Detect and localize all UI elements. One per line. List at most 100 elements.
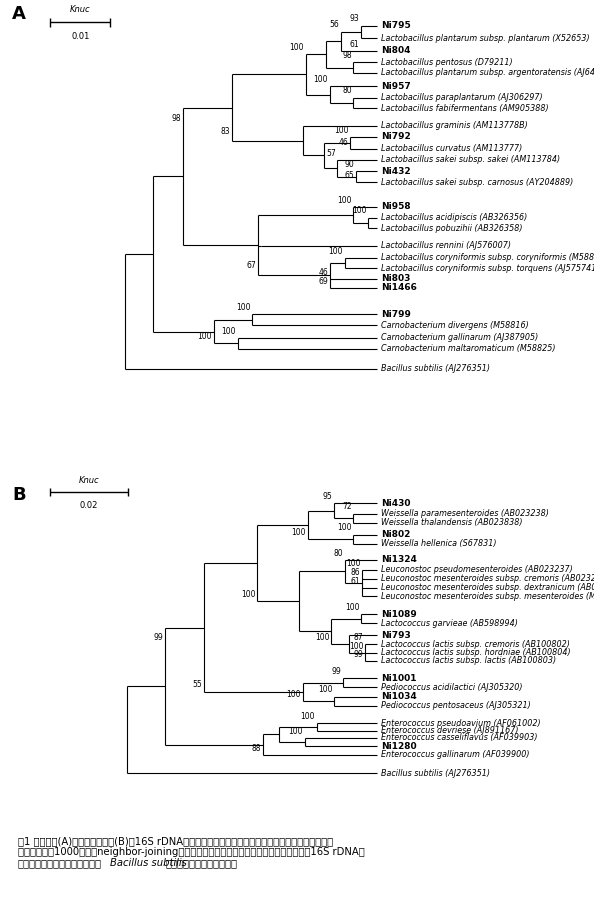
Text: 100: 100 (345, 603, 359, 613)
Text: Lactobacillus pobuzihii (AB326358): Lactobacillus pobuzihii (AB326358) (381, 224, 522, 233)
Text: Weissella hellenica (S67831): Weissella hellenica (S67831) (381, 539, 496, 548)
Text: Lactobacillus coryniformis subsp. torquens (AJ575741): Lactobacillus coryniformis subsp. torque… (381, 264, 594, 273)
Text: 99: 99 (332, 668, 342, 676)
Text: Ni802: Ni802 (381, 530, 410, 539)
Text: Leuconostoc pseudomesenteroides (AB023237): Leuconostoc pseudomesenteroides (AB02323… (381, 566, 573, 574)
Text: 86: 86 (351, 569, 361, 578)
Text: Lactobacillus coryniformis subsp. coryniformis (M58813): Lactobacillus coryniformis subsp. coryni… (381, 253, 594, 262)
Text: 88: 88 (252, 744, 261, 753)
Text: 80: 80 (333, 548, 343, 558)
Text: 100: 100 (349, 642, 364, 651)
Text: 80: 80 (342, 86, 352, 95)
Text: 55: 55 (192, 680, 202, 690)
Text: 100: 100 (236, 304, 251, 313)
Text: Lactobacillus rennini (AJ576007): Lactobacillus rennini (AJ576007) (381, 241, 511, 250)
Text: Lactobacillus acidipiscis (AB326356): Lactobacillus acidipiscis (AB326356) (381, 214, 527, 223)
Text: Ni958: Ni958 (381, 203, 410, 212)
Text: す）．数字は1000反復のneighbor-joining法によるブートストラップ値を示す．標準菌株の16S rDNA配: す）．数字は1000反復のneighbor-joining法によるブートストラッ… (18, 847, 365, 857)
Text: Carnobacterium gallinarum (AJ387905): Carnobacterium gallinarum (AJ387905) (381, 333, 538, 342)
Text: Enterococcus pseudoavium (AF061002): Enterococcus pseudoavium (AF061002) (381, 719, 541, 728)
Text: Ni1034: Ni1034 (381, 692, 416, 702)
Text: 100: 100 (289, 727, 303, 735)
Text: 図1 乳酸桿菌(A)および乳酸球菌(B)の16S rDNA配列より作成した系統樹（太字は代表的な供試菌株を示: 図1 乳酸桿菌(A)および乳酸球菌(B)の16S rDNA配列より作成した系統樹… (18, 836, 333, 846)
Text: Lactobacillus sakei subsp. carnosus (AY204889): Lactobacillus sakei subsp. carnosus (AY2… (381, 178, 573, 187)
Text: Ni1324: Ni1324 (381, 556, 416, 564)
Text: 100: 100 (328, 247, 343, 256)
Text: 61: 61 (350, 39, 359, 49)
Text: Lactobacillus graminis (AM113778B): Lactobacillus graminis (AM113778B) (381, 121, 527, 130)
Text: 100: 100 (292, 528, 306, 537)
Text: 100: 100 (334, 126, 349, 135)
Text: Ni804: Ni804 (381, 46, 410, 55)
Text: Enterococcus casseliflavus (AF039903): Enterococcus casseliflavus (AF039903) (381, 734, 537, 743)
Text: 57: 57 (326, 149, 336, 158)
Text: Ni792: Ni792 (381, 132, 410, 141)
Text: Ni795: Ni795 (381, 21, 410, 30)
Text: 56: 56 (330, 20, 339, 29)
Text: Enterococcus devriese (AJ891167): Enterococcus devriese (AJ891167) (381, 726, 518, 735)
Text: Weissella thalandensis (AB023838): Weissella thalandensis (AB023838) (381, 518, 522, 527)
Text: Ni799: Ni799 (381, 310, 410, 319)
Text: Lactococcus lactis subsp. cremoris (AB100802): Lactococcus lactis subsp. cremoris (AB10… (381, 640, 570, 649)
Text: 99: 99 (354, 650, 364, 659)
Text: 100: 100 (314, 74, 328, 83)
Text: 46: 46 (318, 268, 328, 277)
Text: Ni432: Ni432 (381, 167, 410, 176)
Text: Ni957: Ni957 (381, 82, 410, 91)
Text: Pediococcus acidilactici (AJ305320): Pediococcus acidilactici (AJ305320) (381, 683, 522, 692)
Text: Leuconostoc mesenteroides subsp. dextranicum (AB023244): Leuconostoc mesenteroides subsp. dextran… (381, 583, 594, 592)
Text: 100: 100 (290, 43, 304, 52)
Text: Lactobacillus pentosus (D79211): Lactobacillus pentosus (D79211) (381, 58, 513, 67)
Text: Ni793: Ni793 (381, 631, 410, 640)
Text: 87: 87 (354, 633, 364, 642)
Text: 100: 100 (198, 332, 212, 341)
Text: Bacillus subtilis: Bacillus subtilis (110, 858, 187, 868)
Text: Weissella paramesenteroides (AB023238): Weissella paramesenteroides (AB023238) (381, 509, 549, 518)
Text: Lactococcus lactis subsp. lactis (AB100803): Lactococcus lactis subsp. lactis (AB1008… (381, 657, 556, 666)
Text: A: A (12, 5, 26, 23)
Text: Ni1466: Ni1466 (381, 283, 416, 293)
Text: Ni1280: Ni1280 (381, 742, 416, 751)
Text: 72: 72 (342, 503, 352, 512)
Text: 100: 100 (318, 685, 333, 694)
Text: Ni430: Ni430 (381, 499, 410, 508)
Text: 98: 98 (342, 51, 352, 60)
Text: 99: 99 (154, 633, 163, 642)
Text: Lactobacillus plantarum subsp. plantarum (X52653): Lactobacillus plantarum subsp. plantarum… (381, 34, 589, 42)
Text: 69: 69 (318, 277, 328, 286)
Text: 95: 95 (323, 492, 332, 501)
Text: 100: 100 (346, 558, 361, 568)
Text: 100: 100 (222, 326, 236, 336)
Text: 90: 90 (345, 160, 355, 170)
Text: 83: 83 (220, 127, 230, 136)
Text: 0.01: 0.01 (71, 32, 89, 41)
Text: 67: 67 (247, 261, 257, 271)
Text: Lactobacillus paraplantarum (AJ306297): Lactobacillus paraplantarum (AJ306297) (381, 93, 542, 102)
Text: Pediococcus pentosaceus (AJ305321): Pediococcus pentosaceus (AJ305321) (381, 702, 530, 711)
Text: Lactobacillus sakei subsp. sakei (AM113784): Lactobacillus sakei subsp. sakei (AM1137… (381, 156, 560, 164)
Text: Lactobacillus plantarum subsp. argentoratensis (AJ640078): Lactobacillus plantarum subsp. argentora… (381, 68, 594, 77)
Text: 46: 46 (339, 138, 349, 147)
Text: Carnobacterium maltaromaticum (M58825): Carnobacterium maltaromaticum (M58825) (381, 344, 555, 353)
Text: 100: 100 (287, 690, 301, 699)
Text: Bacillus subtilis (AJ276351): Bacillus subtilis (AJ276351) (381, 364, 490, 373)
Text: をアウトグループとした．: をアウトグループとした． (165, 858, 237, 868)
Text: Lactobacillus curvatus (AM113777): Lactobacillus curvatus (AM113777) (381, 144, 522, 153)
Text: Ni1089: Ni1089 (381, 610, 416, 619)
Text: Lactococcus garvieae (AB598994): Lactococcus garvieae (AB598994) (381, 619, 517, 628)
Text: Lactobacillus fabifermentans (AM905388): Lactobacillus fabifermentans (AM905388) (381, 104, 548, 113)
Text: 65: 65 (345, 171, 355, 181)
Text: 0.02: 0.02 (80, 501, 98, 510)
Text: 100: 100 (241, 590, 255, 599)
Text: Knuc: Knuc (79, 476, 99, 485)
Text: B: B (12, 486, 26, 503)
Text: 列をジーンバンクより入手し，: 列をジーンバンクより入手し， (18, 858, 102, 868)
Text: Ni1001: Ni1001 (381, 674, 416, 683)
Text: 100: 100 (337, 524, 352, 533)
Text: 100: 100 (337, 195, 352, 204)
Text: 100: 100 (352, 206, 366, 215)
Text: 61: 61 (351, 577, 361, 586)
Text: Enterococcus gallinarum (AF039900): Enterococcus gallinarum (AF039900) (381, 750, 529, 759)
Text: 93: 93 (350, 14, 359, 23)
Text: Bacillus subtilis (AJ276351): Bacillus subtilis (AJ276351) (381, 768, 490, 778)
